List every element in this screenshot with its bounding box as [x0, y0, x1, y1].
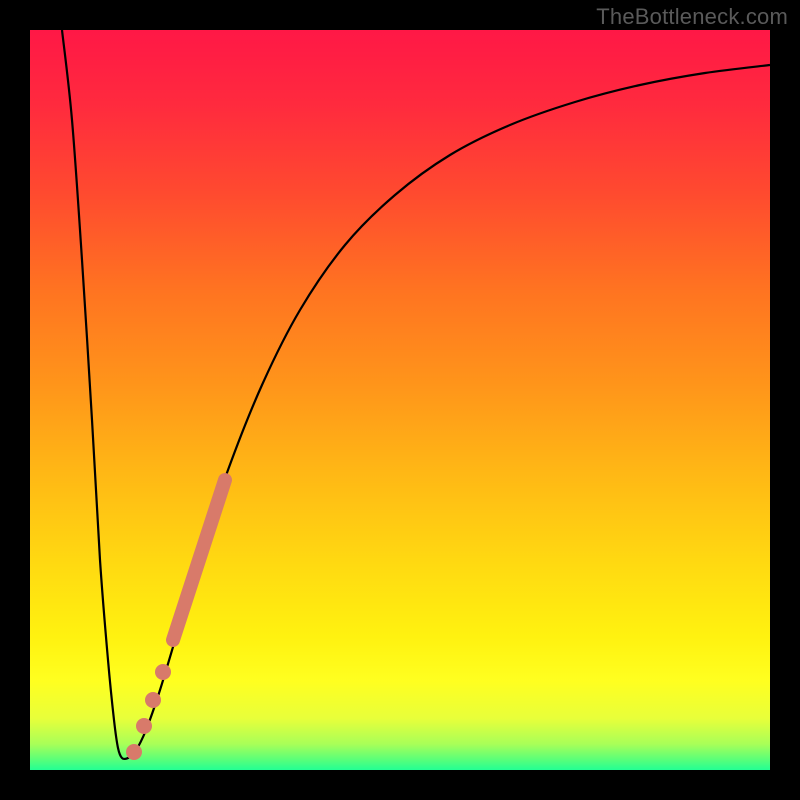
chart-frame: TheBottleneck.com — [0, 0, 800, 800]
watermark-text: TheBottleneck.com — [596, 4, 788, 30]
highlight-dot — [155, 664, 171, 680]
highlight-dot — [126, 744, 142, 760]
chart-background-gradient — [30, 30, 770, 770]
highlight-dot — [145, 692, 161, 708]
bottleneck-chart-svg — [0, 0, 800, 800]
highlight-dot — [136, 718, 152, 734]
